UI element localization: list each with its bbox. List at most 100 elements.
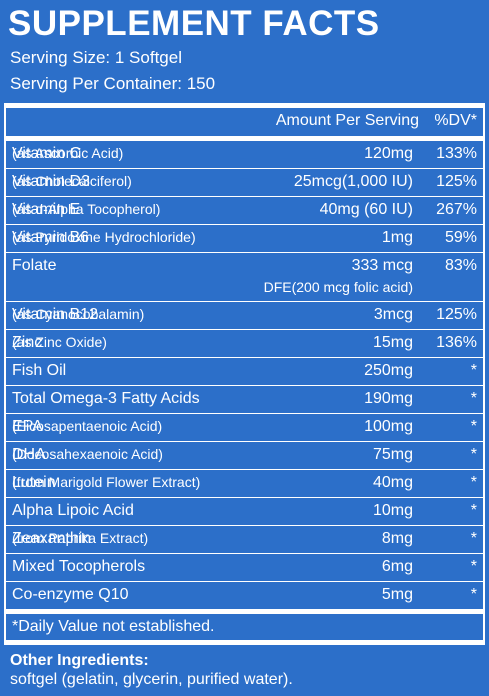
nutrient-detail: (Eicosapentaenoic Acid) [12, 418, 163, 434]
row: EPA (Eicosapentaenoic Acid) 100mg * [6, 414, 483, 442]
amount: 250mg [364, 362, 413, 379]
amount: 15mg [372, 334, 413, 351]
rule [6, 640, 483, 645]
daily-value: * [470, 446, 477, 463]
nutrient-name: DHA [12, 446, 46, 463]
row: Alpha Lipoic Acid 10mg * [6, 498, 483, 526]
serving-size: Serving Size: 1 Softgel [10, 48, 182, 67]
other-ingredients-heading: Other Ingredients: [10, 652, 149, 669]
rule [6, 136, 483, 141]
row: Folate 333 mcg 83% DFE(200 mcg folic acid) [6, 253, 483, 302]
nutrient-detail: (from Marigold Flower Extract) [12, 474, 201, 490]
row: Vitamin C (as Ascorbic Acid) 120mg 133% [6, 141, 483, 169]
nutrient: Vitamin B6 (as Pyridoxine Hydrochloride) [12, 229, 196, 247]
daily-value: 136% [436, 334, 477, 351]
amount: 120mg [364, 145, 413, 162]
row: Zinc (as Zinc Oxide) 15mg 136% [6, 330, 483, 358]
nutrient-detail: (Docosahexaenoic Acid) [12, 446, 163, 462]
daily-value: * [470, 558, 477, 575]
amount: 100mg [364, 418, 413, 435]
footnote-row: *Daily Value not established. [6, 614, 483, 640]
row: Co-enzyme Q10 5mg * [6, 582, 483, 609]
amount: 5mg [381, 586, 413, 603]
amount: 10mg [372, 502, 413, 519]
nutrient: Vitamin E (as d-Alpha Tocopherol) [12, 201, 160, 219]
amount: 8mg [381, 530, 413, 547]
row: Vitamin E (as d-Alpha Tocopherol) 40mg (6… [6, 197, 483, 225]
nutrient-name: Mixed Tocopherols [12, 558, 146, 575]
row: Vitamin D3 (as Cholecalciferol) 25mcg(1,0… [6, 169, 483, 197]
nutrient: EPA (Eicosapentaenoic Acid) [12, 418, 162, 436]
nutrient-detail: (as Pyridoxine Hydrochloride) [12, 229, 196, 245]
daily-value: * [470, 502, 477, 519]
daily-value: 83% [444, 257, 477, 274]
nutrient-detail: (from Paprika Extract) [12, 530, 149, 546]
amount: 190mg [364, 390, 413, 407]
row: Zeaxanthin (from Paprika Extract) 8mg * [6, 526, 483, 554]
nutrient-name: Fish Oil [12, 362, 67, 379]
nutrient-name: Zeaxanthin [12, 530, 92, 547]
nutrient-detail: (as Zinc Oxide) [12, 334, 107, 350]
nutrient: Vitamin B12 (as Cyanocobalamin) [12, 306, 144, 324]
nutrient: Lutein (from Marigold Flower Extract) [12, 474, 200, 492]
rule [6, 609, 483, 614]
row: Total Omega-3 Fatty Acids 190mg * [6, 386, 483, 414]
row: Vitamin B6 (as Pyridoxine Hydrochloride)… [6, 225, 483, 253]
dv-header: %DV* [434, 112, 477, 129]
row: Lutein (from Marigold Flower Extract) 40m… [6, 470, 483, 498]
servings-per-container: Serving Per Container: 150 [10, 74, 216, 93]
rows: Vitamin C (as Ascorbic Acid) 120mg 133% Vit… [6, 141, 483, 609]
nutrient-name: Vitamin D3 [12, 173, 90, 190]
nutrient-name: EPA [12, 418, 43, 435]
amount: 333 mcg [351, 257, 413, 274]
nutrient-name: Vitamin C [12, 145, 82, 162]
nutrient-name: Lutein [12, 474, 56, 491]
daily-value: * [470, 418, 477, 435]
daily-value: 59% [444, 229, 477, 246]
nutrient-name: Vitamin B12 [12, 306, 98, 323]
header-row: Amount Per Serving %DV* [6, 108, 483, 136]
nutrient-name: Folate [12, 257, 57, 274]
nutrient: Vitamin C (as Ascorbic Acid) [12, 145, 123, 163]
daily-value: 125% [436, 173, 477, 190]
nutrient-detail: (as Cholecalciferol) [12, 173, 132, 189]
amount: 40mg (60 IU) [319, 201, 413, 218]
amount: 6mg [381, 558, 413, 575]
nutrient-name: Vitamin E [12, 201, 81, 218]
daily-value: 133% [436, 145, 477, 162]
rule [6, 103, 483, 108]
nutrient: DHA (Docosahexaenoic Acid) [12, 446, 163, 464]
daily-value: 125% [436, 306, 477, 323]
amount-header: Amount Per Serving [275, 112, 419, 129]
daily-value: * [470, 474, 477, 491]
daily-value: * [470, 390, 477, 407]
nutrient: Vitamin D3 (as Cholecalciferol) [12, 173, 132, 191]
nutrient: Zinc (as Zinc Oxide) [12, 334, 107, 352]
amount: 75mg [372, 446, 413, 463]
amount-note: DFE(200 mcg folic acid) [263, 279, 413, 295]
nutrient-detail: (as Ascorbic Acid) [12, 145, 124, 161]
row: Vitamin B12 (as Cyanocobalamin) 3mcg 125% [6, 302, 483, 330]
row: Fish Oil 250mg * [6, 358, 483, 386]
daily-value: * [470, 586, 477, 603]
nutrient-name: Alpha Lipoic Acid [12, 502, 134, 519]
amount: 25mcg(1,000 IU) [293, 173, 413, 190]
other-ingredients: softgel (gelatin, glycerin, purified wat… [10, 671, 293, 688]
row: DHA (Docosahexaenoic Acid) 75mg * [6, 442, 483, 470]
facts-table: Amount Per Serving %DV* Vitamin C (as As… [4, 103, 485, 645]
nutrient-name: Vitamin B6 [12, 229, 90, 246]
amount: 1mg [381, 229, 413, 246]
nutrient-name: Total Omega-3 Fatty Acids [12, 390, 200, 407]
amount: 40mg [372, 474, 413, 491]
amount: 3mcg [373, 306, 413, 323]
nutrient-detail: (as d-Alpha Tocopherol) [12, 201, 161, 217]
nutrient-detail: (as Cyanocobalamin) [12, 306, 145, 322]
daily-value: 267% [436, 201, 477, 218]
nutrient: Zeaxanthin (from Paprika Extract) [12, 530, 148, 548]
row: Mixed Tocopherols 6mg * [6, 554, 483, 582]
title: SUPPLEMENT FACTS [8, 4, 380, 43]
daily-value: * [470, 362, 477, 379]
nutrient-name: Co-enzyme Q10 [12, 586, 129, 603]
nutrient-name: Zinc [12, 334, 43, 351]
